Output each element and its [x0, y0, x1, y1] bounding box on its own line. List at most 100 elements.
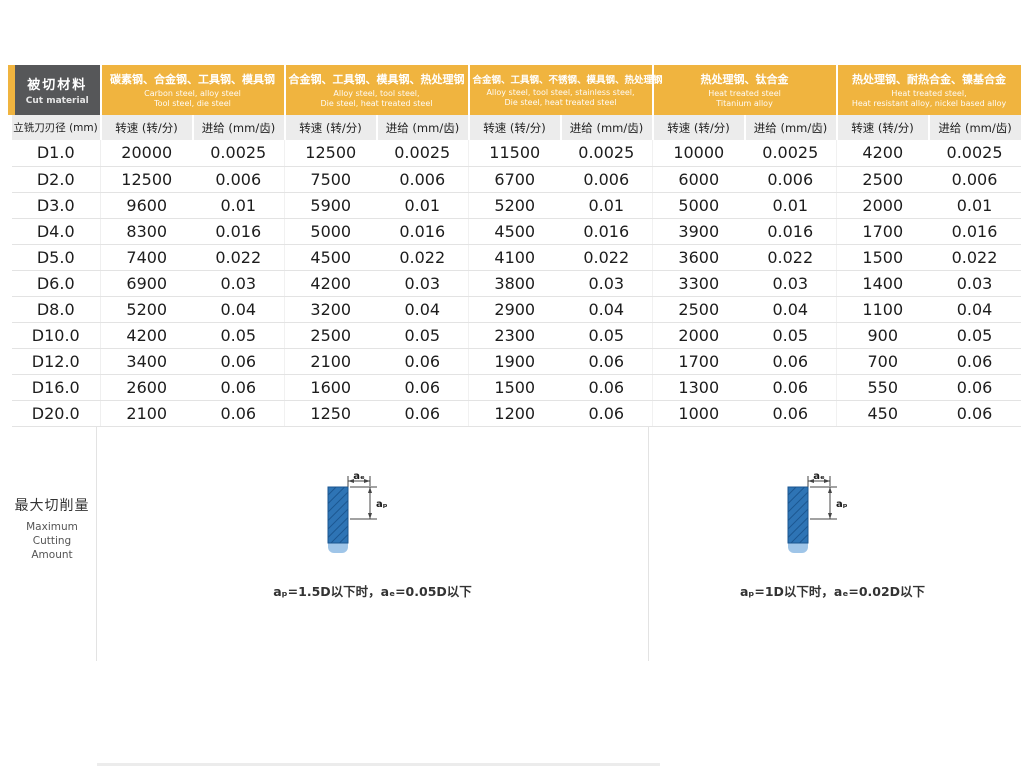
cutting-depth-diagram: aₑ aₚ — [327, 473, 388, 553]
max-cutting-amount-en: Amount — [31, 549, 73, 562]
speed-cell: 1250 — [284, 400, 377, 427]
table-body: D1.0 20000 0.0025 12500 0.0025 11500 0.0025 100… — [11, 140, 1021, 427]
material-header-row: 被切材料 Cut material 碳素钢、合金钢、工具钢、模具钢 Carbon… — [8, 65, 1021, 115]
speed-cell: 3400 — [100, 348, 193, 375]
diameter-cell: D4.0 — [11, 218, 101, 245]
speed-cell: 2100 — [100, 400, 193, 427]
mill-body-shape — [327, 486, 348, 544]
feed-cell: 0.01 — [376, 192, 469, 219]
feed-cell: 0.0025 — [560, 140, 653, 167]
speed-cell: 1200 — [468, 400, 561, 427]
speed-cell: 6700 — [468, 166, 561, 193]
feed-cell: 0.01 — [192, 192, 285, 219]
diameter-cell: D3.0 — [11, 192, 101, 219]
speed-cell: 8300 — [100, 218, 193, 245]
material-group-header-4: 热处理钢、钛合金 Heat treated steel Titanium all… — [651, 65, 837, 115]
speed-cell: 7500 — [284, 166, 377, 193]
diameter-cell: D2.0 — [11, 166, 101, 193]
group-label-zh: 合金钢、工具钢、模具钢、热处理钢 — [288, 73, 465, 86]
max-cutting-amount-label: 最大切削量 Maximum Cutting Amount — [8, 426, 97, 661]
feed-cell: 0.05 — [560, 322, 653, 349]
speed-cell: 11500 — [468, 140, 561, 167]
table-row: D20.0 2100 0.06 1250 0.06 1200 0.06 1000 0.06 450… — [11, 400, 1021, 427]
group-label-en: Alloy steel, tool steel, stainless steel… — [486, 88, 635, 97]
speed-cell: 5200 — [100, 296, 193, 323]
group-label-zh: 热处理钢、钛合金 — [700, 73, 789, 86]
feed-cell: 0.022 — [560, 244, 653, 271]
feed-cell: 0.06 — [744, 374, 837, 401]
feed-cell: 0.016 — [744, 218, 837, 245]
speed-cell: 2500 — [836, 166, 929, 193]
cutting-depth-diagram: aₑ aₚ — [787, 473, 848, 553]
ap-dimension-label: aₚ — [376, 499, 388, 510]
speed-column-header: 转速 (转/分) — [283, 115, 377, 140]
diagram-caption: aₚ=1D以下时，aₑ=0.02D以下 — [739, 584, 926, 599]
feed-cell: 0.022 — [744, 244, 837, 271]
table-row: D2.0 12500 0.006 7500 0.006 6700 0.006 6000 0.00… — [11, 166, 1021, 193]
speed-cell: 2500 — [652, 296, 745, 323]
feed-cell: 0.06 — [560, 348, 653, 375]
speed-cell: 20000 — [100, 140, 193, 167]
speed-cell: 9600 — [100, 192, 193, 219]
speed-cell: 4500 — [284, 244, 377, 271]
speed-cell: 5000 — [284, 218, 377, 245]
speed-cell: 2100 — [284, 348, 377, 375]
feed-cell: 0.06 — [744, 400, 837, 427]
table-row: D1.0 20000 0.0025 12500 0.0025 11500 0.0025 100… — [11, 140, 1021, 167]
feed-cell: 0.03 — [560, 270, 653, 297]
group-label-en: Titanium alloy — [716, 99, 773, 108]
feed-cell: 0.06 — [928, 400, 1021, 427]
feed-cell: 0.06 — [192, 374, 285, 401]
material-group-header-1: 碳素钢、合金钢、工具钢、模具钢 Carbon steel, alloy stee… — [99, 65, 285, 115]
speed-cell: 3800 — [468, 270, 561, 297]
speed-cell: 3200 — [284, 296, 377, 323]
speed-cell: 2000 — [652, 322, 745, 349]
group-label-en: Carbon steel, alloy steel — [144, 89, 241, 98]
cutting-diagram-panel-2: aₑ aₚ aₚ=1D以下时，aₑ=0.02D以下 — [649, 427, 1016, 661]
speed-cell: 450 — [836, 400, 929, 427]
group-label-zh: 热处理钢、耐热合金、镍基合金 — [852, 73, 1007, 86]
diameter-cell: D8.0 — [11, 296, 101, 323]
cut-material-header: 被切材料 Cut material — [8, 65, 101, 115]
speed-column-header: 转速 (转/分) — [99, 115, 193, 140]
cut-material-label-zh: 被切材料 — [27, 78, 88, 93]
table-row: D12.0 3400 0.06 2100 0.06 1900 0.06 1700 0.06 700… — [11, 348, 1021, 375]
feed-cell: 0.06 — [928, 374, 1021, 401]
feed-column-header: 进给 (mm/齿) — [191, 115, 285, 140]
diameter-cell: D1.0 — [11, 140, 101, 167]
max-cutting-amount-en: Maximum Cutting — [26, 520, 78, 547]
speed-cell: 550 — [836, 374, 929, 401]
group-label-zh: 合金钢、工具钢、不锈钢、模具钢、热处理钢 — [472, 75, 663, 86]
speed-cell: 4200 — [100, 322, 193, 349]
group-label-en: Die steel, heat treated steel — [504, 98, 617, 107]
speed-cell: 5200 — [468, 192, 561, 219]
cut-material-label-en: Cut material — [25, 96, 89, 106]
feed-cell: 0.04 — [560, 296, 653, 323]
material-group-header-3: 合金钢、工具钢、不锈钢、模具钢、热处理钢 Alloy steel, tool s… — [467, 65, 663, 115]
diameter-column-header: 立铣刀刃径 (mm) — [11, 115, 101, 140]
speed-cell: 3900 — [652, 218, 745, 245]
ap-dimension-label: aₚ — [836, 499, 848, 510]
feed-cell: 0.06 — [744, 348, 837, 375]
feed-cell: 0.06 — [376, 400, 469, 427]
feed-cell: 0.006 — [928, 166, 1021, 193]
feed-cell: 0.04 — [192, 296, 285, 323]
feed-cell: 0.04 — [376, 296, 469, 323]
speed-cell: 5900 — [284, 192, 377, 219]
feed-cell: 0.06 — [192, 348, 285, 375]
feed-column-header: 进给 (mm/齿) — [375, 115, 469, 140]
speed-cell: 1400 — [836, 270, 929, 297]
speed-cell: 4100 — [468, 244, 561, 271]
feed-cell: 0.006 — [560, 166, 653, 193]
speed-cell: 6000 — [652, 166, 745, 193]
speed-cell: 2300 — [468, 322, 561, 349]
speed-cell: 3600 — [652, 244, 745, 271]
speed-cell: 2900 — [468, 296, 561, 323]
max-cutting-amount-section: 最大切削量 Maximum Cutting Amount — [8, 426, 1016, 661]
table-row: D16.0 2600 0.06 1600 0.06 1500 0.06 1300 0.06 550… — [11, 374, 1021, 401]
feed-cell: 0.05 — [744, 322, 837, 349]
feed-cell: 0.01 — [560, 192, 653, 219]
group-label-zh: 碳素钢、合金钢、工具钢、模具钢 — [110, 73, 275, 86]
feed-cell: 0.01 — [928, 192, 1021, 219]
feed-cell: 0.016 — [560, 218, 653, 245]
